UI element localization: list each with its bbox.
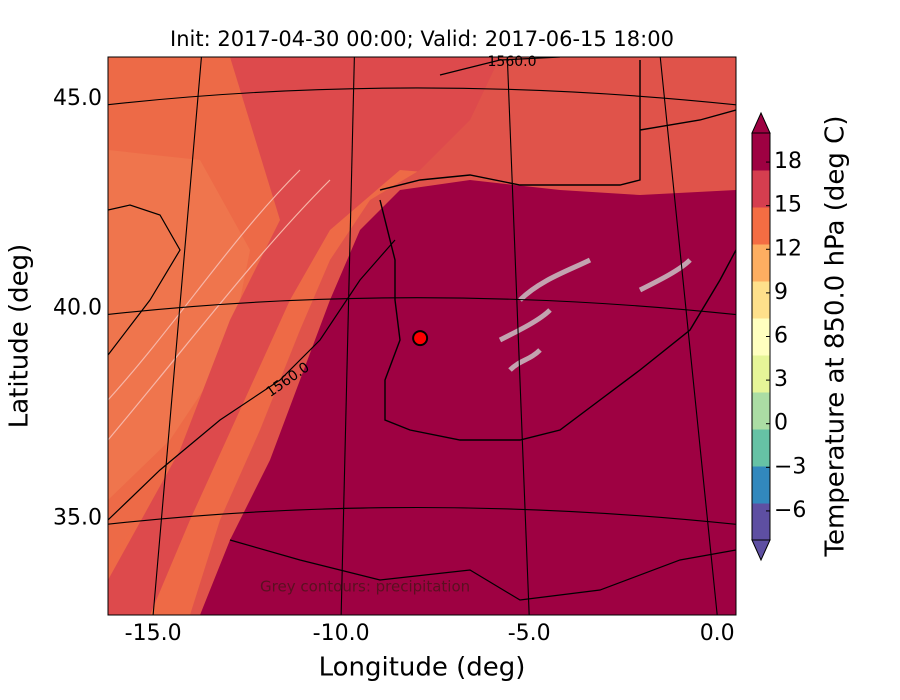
parallel — [108, 297, 736, 316]
plot-frame — [107, 56, 737, 616]
colorbar-label: Temperature at 850.0 hPa (deg C) — [821, 116, 851, 558]
colorbar-tick-label: 12 — [774, 236, 802, 261]
x-tick-label: -10.0 — [313, 621, 370, 646]
x-tick-label: -5.0 — [508, 621, 551, 646]
colorbar-tick-label: −3 — [774, 454, 806, 479]
colorbar-tick-label: 9 — [774, 280, 788, 305]
colorbar-band — [752, 392, 770, 430]
x-tick-label: 0.0 — [700, 621, 735, 646]
colorbar-band — [752, 170, 770, 208]
field-zone — [108, 57, 420, 560]
colorbar-extend-high — [751, 111, 771, 134]
coastline — [229, 539, 736, 601]
colorbar-band — [752, 355, 770, 393]
parallel — [108, 506, 736, 525]
colorbar-band — [752, 244, 770, 282]
colorbar-band — [752, 281, 770, 319]
height-contour — [108, 239, 396, 521]
annotation: Grey contours: precipitation — [260, 578, 470, 596]
field-hot-zone — [200, 180, 736, 615]
coastline — [379, 60, 736, 191]
y-tick-label: 45.0 — [53, 86, 102, 111]
colorbar-tick-label: 0 — [774, 411, 788, 436]
coastline — [108, 204, 181, 356]
colorbar-tick-label: 6 — [774, 324, 788, 349]
colorbar-band — [752, 133, 770, 171]
meridian — [659, 57, 718, 615]
colorbar-tick-label: −6 — [774, 498, 806, 523]
chart-title: Init: 2017-04-30 00:00; Valid: 2017-06-1… — [170, 27, 674, 51]
x-tick-label: -15.0 — [125, 621, 182, 646]
colorbar-band — [752, 466, 770, 504]
colorbar-tick-label: 15 — [774, 193, 802, 218]
colorbar-tick-label: 3 — [774, 367, 788, 392]
meridian — [152, 57, 202, 615]
map-field — [108, 57, 736, 615]
colorbar-band — [752, 207, 770, 245]
parallel — [108, 87, 736, 106]
graticule — [108, 57, 736, 615]
colorbar-band — [752, 429, 770, 467]
height-contour — [439, 57, 561, 76]
y-tick-label: 35.0 — [53, 506, 102, 531]
temperature-contour — [108, 169, 331, 441]
y-tick-label: 40.0 — [53, 296, 102, 321]
colorbar-band — [752, 318, 770, 356]
colorbar-band — [752, 503, 770, 541]
contour-label: 1560.0 — [488, 54, 537, 70]
x-axis-label: Longitude (deg) — [319, 653, 526, 683]
colorbar-extend-low — [751, 539, 771, 562]
location-marker — [412, 330, 429, 347]
meridian — [340, 57, 355, 615]
precipitation-contour — [498, 257, 692, 372]
y-axis-label: Latitude (deg) — [5, 244, 35, 429]
colorbar-tick-label: 18 — [774, 149, 802, 174]
meridian — [506, 57, 530, 615]
coastline — [379, 199, 736, 441]
